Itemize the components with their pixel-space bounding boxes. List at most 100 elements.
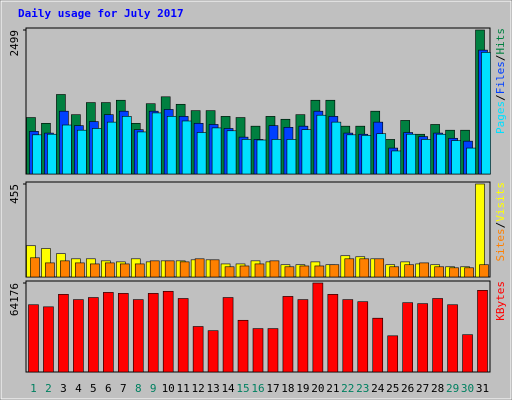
bar: [88, 297, 99, 373]
x-tick-label: 2: [45, 382, 52, 395]
legend-entry: Hits: [494, 28, 507, 55]
bar: [62, 124, 72, 175]
bar: [359, 258, 370, 278]
x-tick-label: 7: [120, 382, 127, 395]
legend-entry: KBytes: [494, 281, 507, 321]
bar: [267, 328, 279, 373]
bar: [316, 114, 327, 175]
bar: [237, 319, 249, 373]
x-tick-label: 16: [251, 382, 264, 395]
bar: [402, 302, 413, 373]
bar: [241, 139, 252, 175]
x-tick-label: 6: [105, 382, 112, 395]
bar: [301, 129, 312, 175]
bar: [271, 139, 282, 175]
bar: [299, 265, 310, 278]
x-tick-label: 27: [416, 382, 429, 395]
x-tick-label: 18: [281, 382, 294, 395]
x-tick-label: 25: [386, 382, 399, 395]
x-tick-label: 5: [90, 382, 97, 395]
bar: [361, 135, 372, 175]
bar: [164, 260, 175, 278]
x-tick-label: 23: [356, 382, 369, 395]
x-tick-label: 8: [135, 382, 142, 395]
bar: [389, 266, 400, 278]
x-tick-label: 26: [401, 382, 414, 395]
bar: [297, 299, 309, 373]
x-tick-label: 30: [461, 382, 474, 395]
x-tick-label: 14: [221, 382, 235, 395]
bar: [376, 133, 387, 175]
bar: [466, 147, 476, 175]
bar: [417, 303, 428, 373]
bar: [73, 299, 84, 373]
bar: [90, 263, 100, 278]
x-tick-label: 31: [476, 382, 489, 395]
bar: [252, 328, 264, 373]
bar: [387, 335, 399, 373]
bar: [43, 306, 54, 373]
bar: [103, 292, 114, 373]
bar: [226, 130, 237, 175]
bar: [28, 304, 39, 373]
legend-separator: /: [494, 222, 507, 229]
x-tick-label: 17: [266, 382, 279, 395]
legend-separator: /: [494, 94, 507, 101]
bar: [209, 259, 220, 278]
bar: [477, 290, 488, 373]
bar: [464, 267, 474, 278]
bar: [312, 282, 324, 373]
bar: [239, 265, 250, 278]
y-tick-label: 455: [8, 184, 21, 204]
bar: [132, 299, 144, 373]
bar: [282, 296, 294, 373]
bar: [254, 263, 265, 278]
bar: [136, 131, 147, 175]
bar: [77, 129, 87, 175]
bar: [60, 260, 70, 278]
y-tick-label: 2499: [8, 30, 21, 57]
bar: [58, 294, 69, 373]
bar: [419, 262, 429, 278]
bar: [286, 139, 297, 175]
bar: [147, 293, 159, 373]
x-tick-label: 24: [371, 382, 385, 395]
bar: [30, 257, 40, 278]
bar: [105, 262, 115, 278]
chart-title: Daily usage for July 2017: [18, 7, 184, 20]
bar: [75, 262, 85, 278]
bar: [421, 139, 431, 175]
bar: [181, 120, 192, 175]
bar: [117, 293, 129, 373]
bar: [194, 258, 205, 278]
bar: [475, 183, 485, 278]
x-tick-label: 3: [60, 382, 67, 395]
bar: [32, 134, 42, 175]
bar: [269, 260, 280, 278]
bar: [151, 112, 162, 175]
bar: [256, 139, 267, 175]
x-tick-label: 4: [75, 382, 82, 395]
x-tick-label: 19: [296, 382, 309, 395]
bar: [374, 258, 385, 278]
bar: [451, 140, 461, 175]
bar: [222, 297, 234, 373]
x-tick-label: 21: [326, 382, 339, 395]
bar: [284, 266, 295, 278]
bar: [434, 266, 444, 278]
y-tick-label: 64176: [8, 283, 21, 316]
bar: [211, 127, 222, 175]
bar: [177, 298, 189, 373]
bar: [314, 265, 325, 278]
legend-entry: Pages: [494, 101, 507, 134]
legend: KBytes: [494, 281, 507, 321]
bar: [47, 133, 57, 175]
x-tick-label: 10: [162, 382, 175, 395]
legend-entry: Sites: [494, 228, 507, 261]
x-tick-label: 11: [177, 382, 190, 395]
bar: [372, 317, 384, 373]
bar: [149, 260, 160, 278]
bar: [196, 132, 207, 175]
